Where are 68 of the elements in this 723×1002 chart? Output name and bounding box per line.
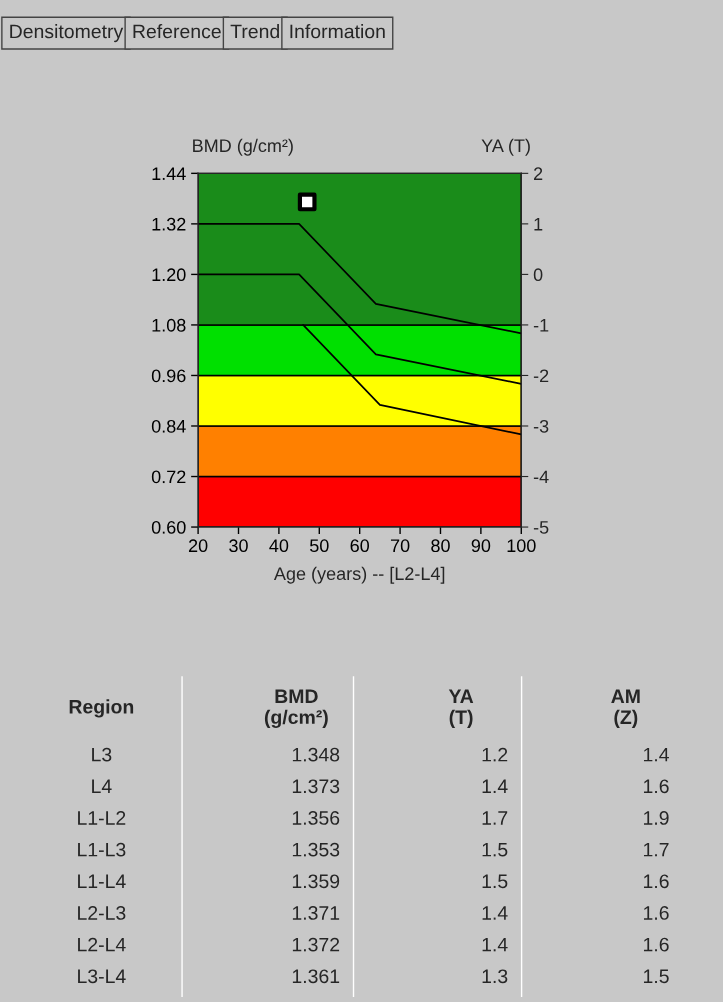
text: 1.6: [643, 906, 669, 920]
y2-tick-label: -3: [533, 419, 549, 433]
text: 1.2: [482, 747, 508, 762]
text: 1.3: [482, 969, 508, 984]
text: 1.6: [643, 937, 669, 952]
text: 1.373: [292, 779, 340, 794]
text: 1.7: [643, 842, 669, 857]
x-tick-label: 100: [507, 539, 536, 553]
text: L1-L4: [78, 874, 126, 888]
y2-tick-label: -2: [533, 369, 549, 383]
y-tick-label: 0.84: [151, 419, 186, 433]
text: BMD (g/cm²): [264, 689, 328, 728]
y2-tick-label: 2: [534, 167, 543, 180]
y-axis-title: BMD (g/cm²): [193, 138, 293, 156]
y-tick-label: 1.32: [152, 217, 186, 231]
text: 1.5: [643, 969, 669, 984]
text: 1.6: [643, 779, 669, 794]
y-tick-label: 0.96: [151, 369, 186, 383]
text: 1.5: [482, 842, 508, 857]
y2-tick-label: 0: [533, 268, 543, 282]
x-tick-label: 70: [390, 539, 410, 553]
text: L1-L2: [78, 811, 126, 825]
text: Information: [290, 24, 385, 39]
y-tick-label: 0.60: [151, 520, 186, 534]
text: Reference: [133, 24, 221, 39]
y2-tick-label: -5: [533, 521, 549, 534]
x-tick-label: 50: [309, 539, 329, 553]
text: 1.372: [292, 937, 340, 952]
text: 1.5: [482, 874, 508, 889]
x-tick-label: 60: [350, 539, 370, 553]
text: YA (T): [448, 689, 474, 728]
text: L2-L3: [78, 906, 126, 920]
y-tick-label: 1.44: [152, 167, 186, 180]
text: 1.4: [482, 779, 508, 793]
text: Region: [69, 699, 134, 718]
text: 1.359: [292, 874, 340, 889]
text: Trend: [230, 24, 279, 39]
y2-axis-title: YA (T): [481, 138, 530, 156]
y2-tick-label: -4: [533, 470, 549, 484]
text: L4: [92, 779, 112, 793]
y2-tick-label: -1: [533, 319, 549, 332]
text: L2-L4: [78, 937, 126, 952]
text: 1.356: [292, 811, 340, 825]
text: 1.6: [643, 874, 669, 889]
text: L1-L3: [78, 842, 126, 857]
y-tick-label: 0.72: [151, 470, 186, 484]
y2-tick-label: 1: [534, 218, 543, 231]
text: 1.9: [643, 811, 669, 825]
text: 1.4: [482, 937, 508, 952]
text: 1.371: [292, 906, 340, 920]
text: AM (Z): [611, 689, 640, 728]
x-tick-label: 30: [229, 539, 248, 553]
text: 1.7: [482, 811, 508, 825]
x-tick-label: 90: [471, 539, 491, 553]
text: 1.4: [643, 747, 669, 762]
x-tick-label: 20: [188, 539, 208, 553]
y-tick-label: 1.20: [152, 268, 186, 282]
text: 1.353: [292, 842, 340, 857]
x-axis-title: Age (years) -- [L2-L4]: [273, 566, 445, 584]
text: 1.348: [292, 747, 340, 762]
text: 1.4: [482, 906, 508, 920]
text: 1.361: [292, 969, 340, 984]
y-tick-label: 1.08: [152, 318, 186, 332]
text: L3: [92, 747, 112, 762]
x-tick-label: 80: [431, 539, 450, 553]
text: L3-L4: [78, 969, 126, 984]
x-tick-label: 40: [269, 539, 289, 553]
text: Densitometry: [10, 24, 124, 43]
